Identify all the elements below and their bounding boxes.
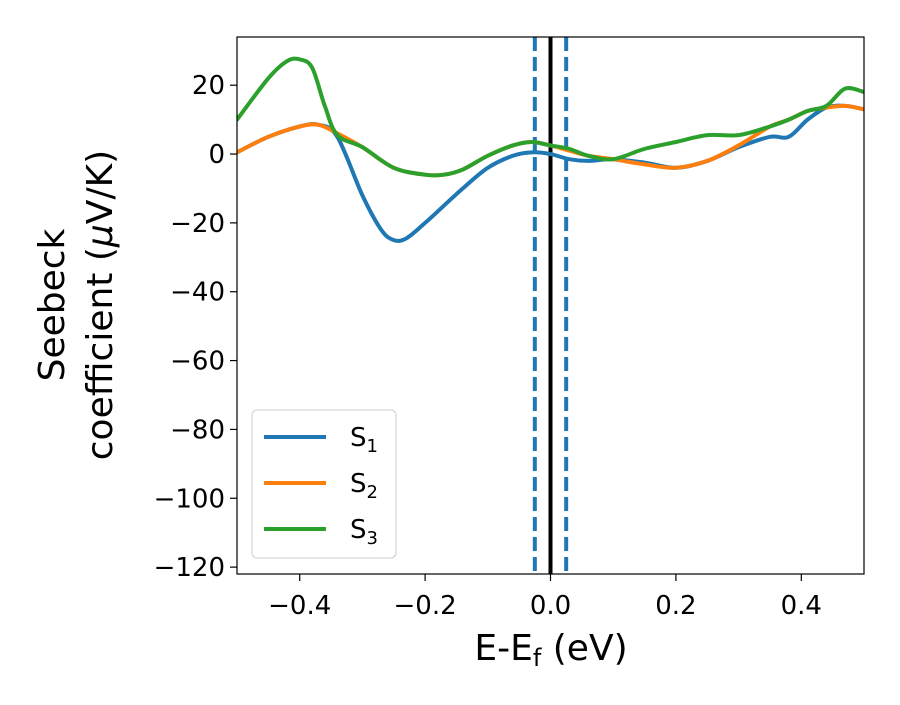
x-axis-label-main: E-E	[474, 628, 532, 669]
y-axis-label-line2: coefficient (μV/K)	[80, 150, 121, 460]
y-tick-label: −60	[170, 347, 225, 377]
x-tick-label: 0.0	[530, 591, 571, 621]
y-axis-label: Seebeck coefficient (μV/K)	[32, 150, 121, 460]
y-tick-label: −120	[154, 553, 225, 583]
y-tick-label: 0	[208, 140, 225, 170]
legend-label-sub: 3	[367, 528, 378, 549]
y-axis-label-line1: Seebeck	[32, 228, 73, 381]
legend-label-main: S	[350, 423, 367, 453]
y-axis-label-mu: μ	[80, 224, 121, 248]
series-group	[237, 56, 864, 243]
x-tick-label: 0.4	[781, 591, 822, 621]
y-tick-label: −20	[170, 209, 225, 239]
series-line-s3	[237, 56, 864, 178]
series-line-s1	[237, 103, 864, 243]
x-axis: −0.4 −0.2 0.0 0.2 0.4	[268, 574, 822, 621]
legend-label-main: S	[350, 469, 367, 499]
y-tick-label: 20	[192, 71, 225, 101]
x-tick-label: −0.2	[394, 591, 457, 621]
legend-label-sub: 1	[367, 436, 378, 457]
y-axis: 20 0 −20 −40 −60 −80 −100 −120	[154, 71, 237, 583]
legend-label-main: S	[350, 515, 367, 545]
x-tick-label: 0.2	[655, 591, 696, 621]
y-axis-label-prefix: coefficient (	[80, 247, 121, 460]
legend-label-sub: 2	[367, 482, 378, 503]
y-tick-label: −80	[170, 415, 225, 445]
x-axis-label-unit: (eV)	[541, 628, 627, 669]
y-axis-label-suffix: V/K)	[80, 150, 121, 224]
fermi-level-lines	[532, 37, 569, 574]
x-axis-label: E-Ef (eV)	[474, 628, 627, 672]
legend-label-s3: S3	[350, 515, 378, 549]
y-tick-label: −40	[170, 278, 225, 308]
legend-label-s2: S2	[350, 469, 378, 503]
x-axis-label-sub: f	[533, 644, 542, 672]
x-tick-label: −0.4	[268, 591, 331, 621]
legend-label-s1: S1	[350, 423, 378, 457]
y-tick-label: −100	[154, 484, 225, 514]
